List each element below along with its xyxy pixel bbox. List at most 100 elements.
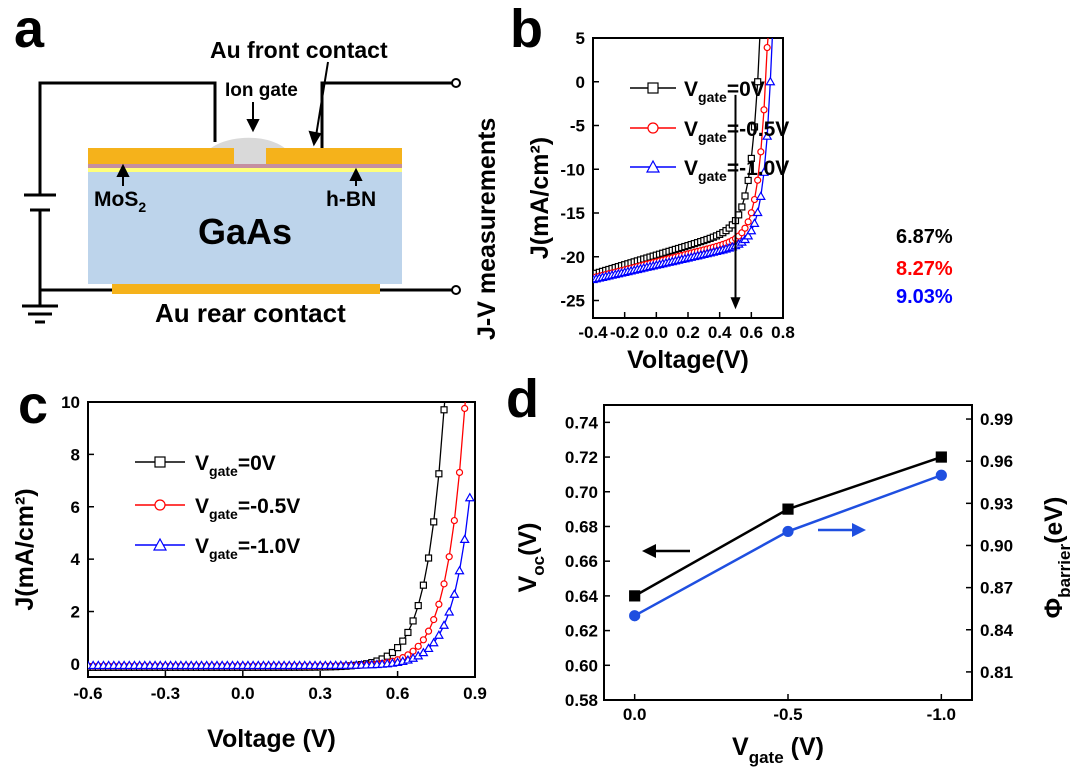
chart-b-xtick-label: 0.0 — [645, 323, 669, 342]
chart-b-point — [754, 176, 762, 184]
chart-c-legend-marker — [154, 499, 166, 511]
chart-b-point — [758, 167, 770, 176]
chart-c-point — [435, 470, 443, 478]
chart-d-right-arrow-head — [852, 523, 866, 537]
chart-b-legend-marker — [647, 82, 659, 94]
panel-label-a: a — [14, 0, 45, 59]
chart-c-point — [414, 601, 422, 610]
chart-b-point — [763, 43, 771, 52]
chart-b-ytick-label: -10 — [560, 160, 585, 179]
legend-v: V — [195, 495, 209, 518]
legend-rest: =-1.0V — [727, 157, 789, 180]
chart-d-point — [935, 451, 947, 463]
chart-d-y2tick-label: 0.84 — [980, 621, 1014, 640]
xlabel-rest: (V) — [784, 733, 824, 761]
legend-sub: gate — [698, 89, 727, 105]
rear-contact — [112, 284, 380, 294]
chart-b-series-2 — [593, 38, 776, 284]
chart-c-point — [454, 565, 465, 575]
chart-c-ytick-label: 10 — [61, 393, 80, 412]
chart-b-legend-marker — [647, 122, 659, 134]
panel-label-d: d — [506, 369, 539, 429]
chart-c-legend-label: Vgate=-1.0V — [195, 535, 300, 562]
chart-d-ytick-label: 0.58 — [565, 691, 598, 710]
chart-b-arrow-head — [730, 297, 741, 310]
chart-b-xtick-label: 0.2 — [676, 323, 700, 342]
chart-c-point — [445, 553, 453, 561]
front-contact-arrow — [308, 61, 329, 147]
chart-d-ytick-label: 0.60 — [565, 656, 598, 675]
chart-d-ytick-label: 0.66 — [565, 552, 598, 571]
chart-c-ytick-label: 6 — [71, 498, 80, 517]
chart-d-ytick-label: 0.64 — [565, 587, 599, 606]
chart-c-point — [430, 616, 438, 624]
chart-d-ytick-label: 0.62 — [565, 622, 598, 641]
panel-label-c: c — [18, 375, 49, 435]
chart-b-point — [747, 154, 755, 163]
chart-b-point — [762, 130, 773, 140]
chart-d-ylabel: Voc(V) — [514, 523, 548, 593]
chart-c-point — [394, 644, 402, 652]
chart-d-left-arrow-head — [642, 544, 656, 558]
chart-c-ylabel: J(mA/cm²) — [11, 488, 39, 610]
chart-b-point — [747, 209, 755, 217]
chart-d-y2tick-label: 0.90 — [980, 536, 1013, 555]
chart-d-y2tick-label: 0.99 — [980, 410, 1013, 429]
hbn-label: h-BN — [326, 188, 376, 211]
chart-b-point — [757, 148, 765, 156]
chart-c-point — [404, 628, 412, 637]
chart-c-xtick-label: 0.3 — [308, 684, 332, 703]
legend-rest: =-0.5V — [727, 118, 789, 141]
chart-b-ytick-label: -20 — [560, 248, 585, 267]
panel-label-b: b — [510, 0, 543, 59]
legend-rest: =0V — [238, 452, 276, 475]
front-contact-label: Au front contact — [210, 37, 388, 63]
legend-sub: gate — [209, 546, 238, 562]
chart-d-line-1 — [634, 474, 942, 617]
chart-b-point — [749, 218, 760, 227]
ion-gate-arrow — [246, 102, 260, 133]
chart-c-point — [444, 606, 455, 616]
chart-c-ytick-label: 0 — [71, 655, 80, 674]
mos2-label: MoS2 — [94, 188, 146, 215]
chart-b-xtick-label: 0.8 — [771, 323, 795, 342]
chart-c-point — [433, 630, 444, 639]
chart-b-xtick-label: 0.6 — [740, 323, 764, 342]
chart-b-point — [741, 192, 749, 200]
legend-rest: =-1.0V — [238, 535, 300, 558]
terminal-top — [451, 78, 461, 88]
chart-d-xtick-label: -0.5 — [773, 705, 802, 724]
hbn-arrow — [349, 167, 363, 186]
y2label-sub: barrier — [1055, 544, 1072, 598]
chart-d-point — [782, 525, 794, 538]
chart-b-point — [738, 203, 746, 211]
chart-c-point — [388, 648, 397, 657]
gaas-substrate — [88, 172, 402, 284]
legend-sub: gate — [698, 129, 727, 145]
chart-c-ytick-label: 8 — [71, 445, 80, 464]
chart-c-point — [450, 516, 458, 525]
chart-b-xtick-label: -0.4 — [578, 323, 608, 342]
chart-c-point — [428, 637, 439, 647]
chart-c-point — [419, 636, 427, 644]
chart-c-point — [455, 468, 464, 477]
chart-c-xtick-label: 0.0 — [231, 684, 255, 703]
chart-d-y2label: Φbarrier(eV) — [1040, 497, 1072, 619]
mos2-layer — [88, 164, 402, 168]
chart-d-point — [629, 610, 641, 622]
chart-c-legend-marker — [154, 456, 166, 468]
chart-c-point — [418, 647, 429, 657]
front-contact-left — [88, 148, 234, 164]
gaas-label: GaAs — [198, 211, 292, 252]
y2label-rest: (eV) — [1040, 497, 1068, 544]
chart-b-point — [741, 224, 749, 232]
chart-c-xtick-label: -0.6 — [73, 684, 102, 703]
chart-d-ytick-label: 0.70 — [565, 483, 598, 502]
ylabel-rest: (V) — [514, 523, 542, 556]
chart-b-legend-marker — [645, 159, 661, 173]
chart-d-y2tick-label: 0.87 — [980, 579, 1013, 598]
chart-c-legend-marker — [152, 537, 168, 551]
